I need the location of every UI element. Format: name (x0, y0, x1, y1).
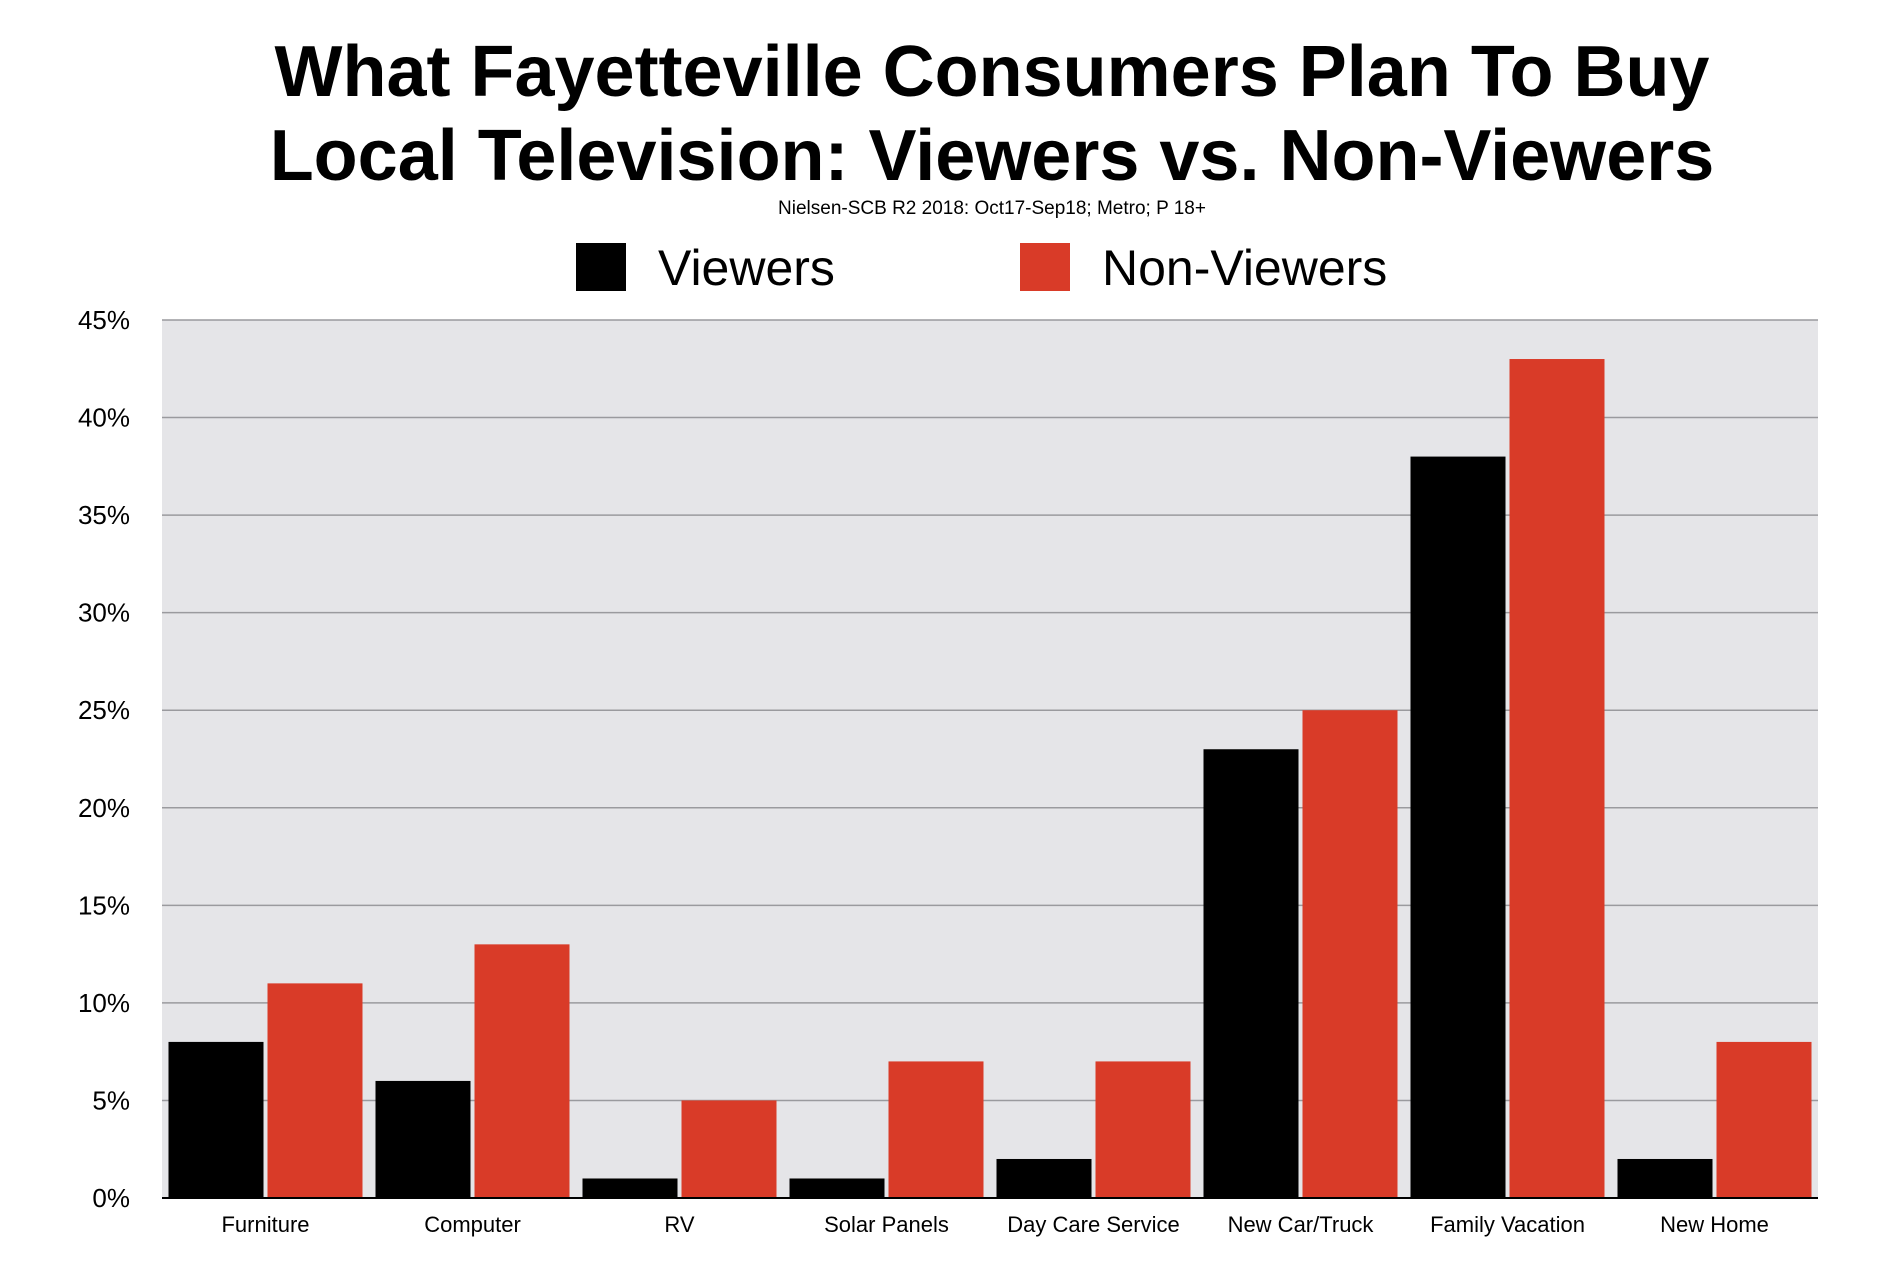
y-tick-label: 30% (78, 598, 130, 628)
y-tick-label: 25% (78, 695, 130, 725)
y-tick-label: 0% (92, 1183, 130, 1213)
bar-non-viewers (1095, 1061, 1191, 1198)
x-category-label: New Home (1660, 1212, 1769, 1237)
bar-non-viewers (1509, 359, 1605, 1198)
bar-non-viewers (474, 944, 570, 1198)
y-tick-label: 15% (78, 890, 130, 920)
chart-title-line2: Local Television: Viewers vs. Non-Viewer… (269, 116, 1715, 196)
y-tick-label: 20% (78, 793, 130, 823)
bar-non-viewers (1716, 1041, 1812, 1198)
y-tick-label: 10% (78, 988, 130, 1018)
bar-viewers (168, 1041, 264, 1198)
x-category-label: RV (664, 1212, 694, 1237)
x-category-label: Family Vacation (1430, 1212, 1585, 1237)
bar-non-viewers (1302, 710, 1398, 1198)
bar-viewers (1203, 749, 1299, 1198)
bar-non-viewers (888, 1061, 984, 1198)
y-tick-label: 45% (78, 305, 130, 335)
bar-viewers (1410, 456, 1506, 1199)
bar-non-viewers (681, 1100, 777, 1198)
legend-swatch (576, 243, 626, 291)
x-category-label: Day Care Service (1007, 1212, 1179, 1237)
legend-label: Non-Viewers (1102, 240, 1387, 296)
y-tick-label: 40% (78, 403, 130, 433)
bar-viewers (1617, 1158, 1713, 1198)
bar-non-viewers (267, 983, 363, 1198)
x-category-label: Furniture (221, 1212, 309, 1237)
y-tick-label: 35% (78, 500, 130, 530)
bar-viewers (996, 1158, 1092, 1198)
x-category-label: Solar Panels (824, 1212, 949, 1237)
legend-swatch (1020, 243, 1070, 291)
bar-viewers (582, 1178, 678, 1198)
x-category-label: Computer (424, 1212, 521, 1237)
chart-title-line1: What Fayetteville Consumers Plan To Buy (274, 32, 1710, 112)
bar-viewers (375, 1080, 471, 1198)
x-category-label: New Car/Truck (1228, 1212, 1375, 1237)
legend-label: Viewers (658, 240, 835, 296)
bar-viewers (789, 1178, 885, 1198)
y-tick-label: 5% (92, 1085, 130, 1115)
chart-subtitle: Nielsen-SCB R2 2018: Oct17-Sep18; Metro;… (778, 198, 1206, 219)
